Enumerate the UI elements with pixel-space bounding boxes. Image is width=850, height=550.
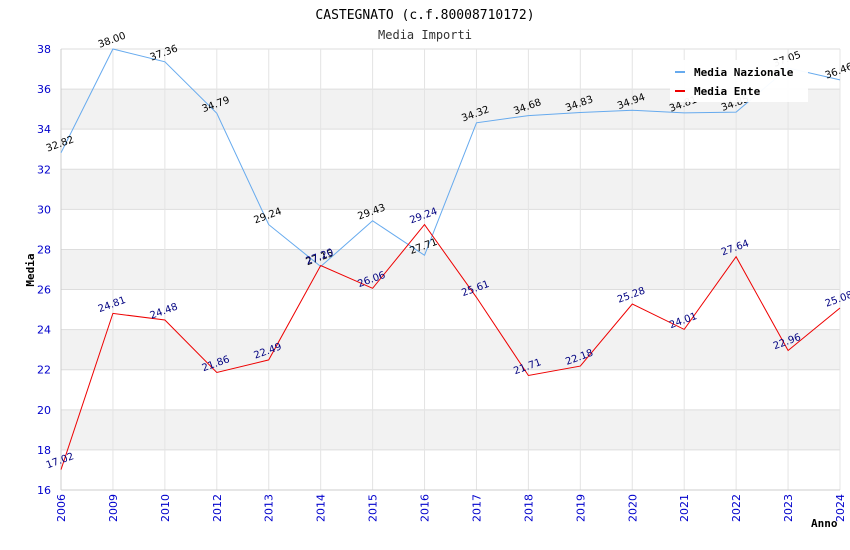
- x-tick-label: 2019: [574, 494, 587, 522]
- grid-bands: [60, 48, 841, 491]
- legend: Media Nazionale Media Ente: [670, 60, 808, 102]
- x-tick-label: 2021: [678, 494, 691, 522]
- x-tick-label: 2009: [107, 494, 120, 522]
- y-tick-label: 38: [37, 43, 51, 56]
- chart-title: CASTEGNATO (c.f.80008710172): [315, 8, 534, 23]
- legend-box: [670, 60, 808, 102]
- grid-band: [61, 449, 840, 490]
- grid-band: [61, 129, 840, 170]
- x-tick-label: 2016: [419, 494, 432, 522]
- series-line-media-ente: [60, 223, 841, 470]
- x-tick-label: 2017: [470, 494, 483, 522]
- x-tick-label: 2013: [263, 494, 276, 522]
- y-axis-label: Media: [24, 253, 37, 286]
- x-tick-label: 2024: [834, 494, 847, 522]
- x-axis-ticks: 2006 2009 2010 2012 2013 2014 2015 2016 2017 2018…: [55, 494, 847, 522]
- y-axis-ticks: 16 18 20 22 24 26 28 30 32 34 36 38: [37, 43, 51, 497]
- chart-subtitle: Media Importi: [378, 28, 472, 42]
- series-lines: [60, 48, 841, 470]
- x-tick-label: 2015: [367, 494, 380, 522]
- grid-band: [61, 409, 840, 450]
- y-tick-label: 16: [37, 484, 51, 497]
- grid-band: [61, 369, 840, 410]
- x-tick-label: 2022: [730, 494, 743, 522]
- x-tick-label: 2018: [522, 494, 535, 522]
- grid-band: [61, 209, 840, 250]
- y-tick-label: 34: [37, 123, 51, 136]
- x-tick-label: 2014: [315, 494, 328, 522]
- y-tick-label: 28: [37, 243, 51, 256]
- y-tick-label: 24: [37, 324, 51, 337]
- grid-band: [61, 249, 840, 290]
- y-tick-label: 30: [37, 203, 51, 216]
- x-tick-label: 2012: [211, 494, 224, 522]
- x-tick-label: 2023: [782, 494, 795, 522]
- y-tick-label: 26: [37, 284, 51, 297]
- y-tick-label: 36: [37, 83, 51, 96]
- x-tick-label: 2006: [55, 494, 68, 522]
- x-tick-label: 2010: [159, 494, 172, 522]
- y-tick-label: 20: [37, 404, 51, 417]
- y-tick-label: 18: [37, 444, 51, 457]
- grid-band: [61, 289, 840, 330]
- data-label: 38.00: [97, 31, 128, 51]
- x-tick-label: 2020: [626, 494, 639, 522]
- grid-band: [61, 329, 840, 370]
- y-tick-label: 22: [37, 364, 51, 377]
- y-tick-label: 32: [37, 163, 51, 176]
- legend-entry: Media Ente: [694, 85, 761, 98]
- legend-entry: Media Nazionale: [694, 66, 794, 79]
- series-line-media-nazionale: [60, 48, 841, 268]
- x-axis-label: Anno: [811, 517, 838, 530]
